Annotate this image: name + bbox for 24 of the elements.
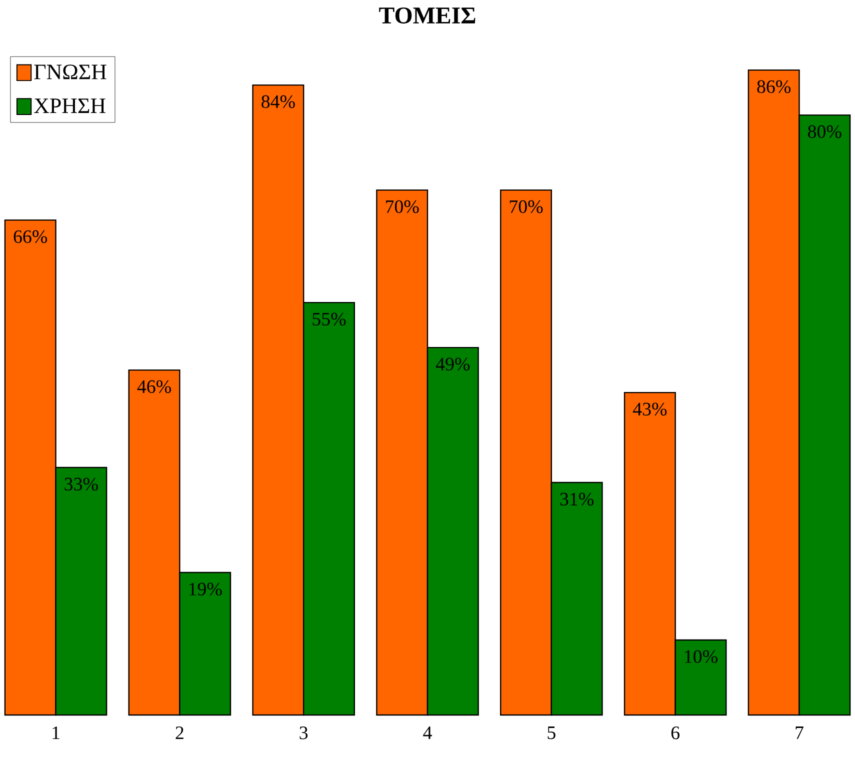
data-label: 19% bbox=[189, 582, 222, 596]
x-tick-label: 7 bbox=[796, 726, 804, 739]
x-tick-label: 4 bbox=[423, 726, 432, 739]
data-label: 49% bbox=[436, 358, 470, 371]
legend-label: ΓΝΩΣΗ bbox=[34, 64, 106, 80]
data-label: 46% bbox=[137, 380, 171, 394]
data-label: 70% bbox=[510, 200, 543, 214]
data-label: 70% bbox=[386, 200, 419, 214]
data-label: 55% bbox=[312, 312, 346, 326]
data-label: 33% bbox=[64, 478, 98, 491]
x-tick-label: 2 bbox=[176, 726, 184, 740]
x-tick-label: 1 bbox=[52, 726, 60, 740]
x-tick-label: 3 bbox=[300, 726, 308, 740]
data-label: 66% bbox=[14, 230, 48, 244]
data-label: 10% bbox=[685, 650, 718, 664]
data-label: 80% bbox=[808, 125, 842, 138]
data-label: 84% bbox=[262, 95, 295, 108]
data-label: 43% bbox=[632, 402, 667, 416]
data-label: 86% bbox=[757, 80, 791, 94]
x-tick-label: 5 bbox=[548, 726, 556, 740]
chart-title: ΤΟΜΕΙΣ bbox=[379, 8, 476, 24]
legend-label: ΧΡΗΣΗ bbox=[34, 98, 106, 113]
x-tick-label: 6 bbox=[671, 726, 680, 740]
data-label: 31% bbox=[560, 492, 594, 506]
